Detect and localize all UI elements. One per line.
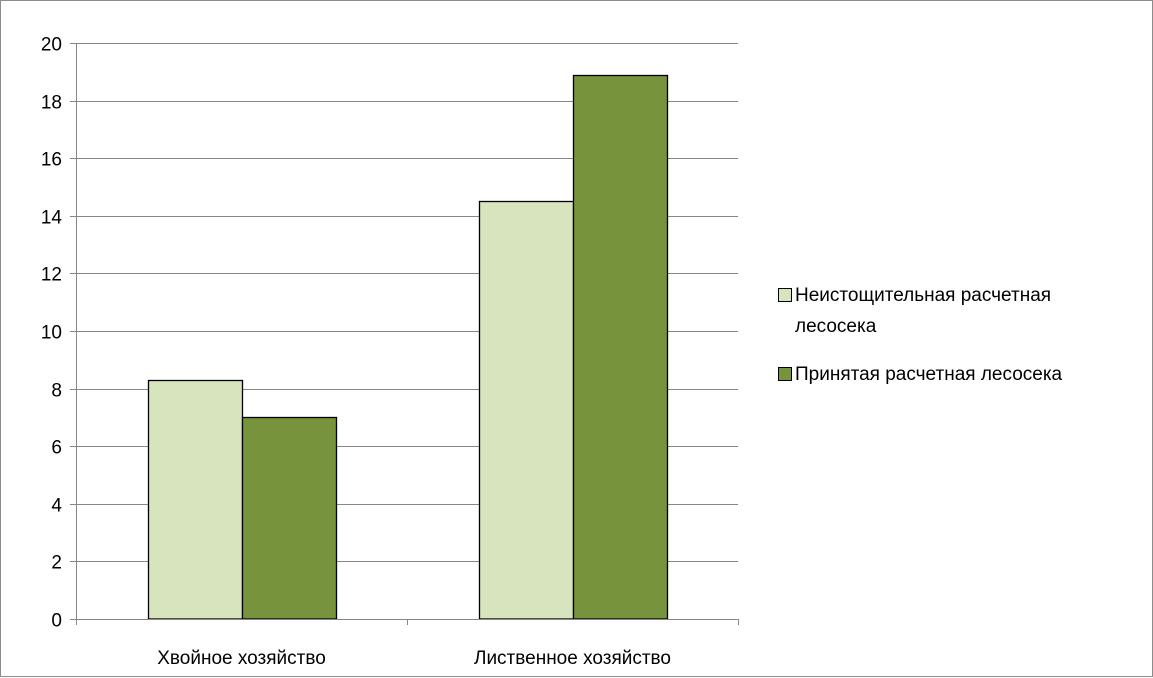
y-tick-label: 18 (41, 93, 62, 114)
axes (70, 43, 739, 625)
bar-series-2-category-1 (241, 416, 338, 620)
bars (147, 74, 669, 620)
legend-label: Принятая расчетная лесосека (795, 364, 1063, 385)
y-tick-label: 0 (51, 611, 62, 632)
y-tick-labels: 0 2 4 6 8 10 12 14 16 18 20 (41, 35, 63, 632)
y-tick-label: 4 (51, 496, 62, 517)
bar-series-1-category-1 (147, 379, 244, 620)
y-tick-label: 20 (41, 35, 62, 56)
legend-item-1: Неистощительная расчетная лесосека (778, 285, 1051, 337)
y-tick-label: 6 (51, 438, 62, 459)
x-tick-labels: Хвойное хозяйство Лиственное хозяйство (157, 648, 671, 669)
y-tick-label: 12 (41, 265, 62, 286)
legend-label: лесосека (795, 316, 877, 337)
y-tick-label: 16 (41, 150, 62, 171)
legend-swatch (778, 367, 792, 381)
bar-series-1-category-2 (478, 200, 575, 620)
legend-label: Неистощительная расчетная (795, 285, 1051, 306)
legend: Неистощительная расчетная лесосека Принята… (778, 285, 1063, 385)
y-tick-label: 2 (51, 553, 62, 574)
bar-series-2-category-2 (572, 74, 669, 620)
y-tick-label: 14 (41, 208, 63, 229)
x-tick-label: Лиственное хозяйство (474, 648, 671, 669)
legend-swatch (778, 288, 792, 302)
y-tick-label: 8 (51, 381, 62, 402)
x-tick-label: Хвойное хозяйство (157, 648, 326, 669)
y-tick-label: 10 (41, 323, 62, 344)
legend-item-2: Принятая расчетная лесосека (778, 364, 1063, 385)
